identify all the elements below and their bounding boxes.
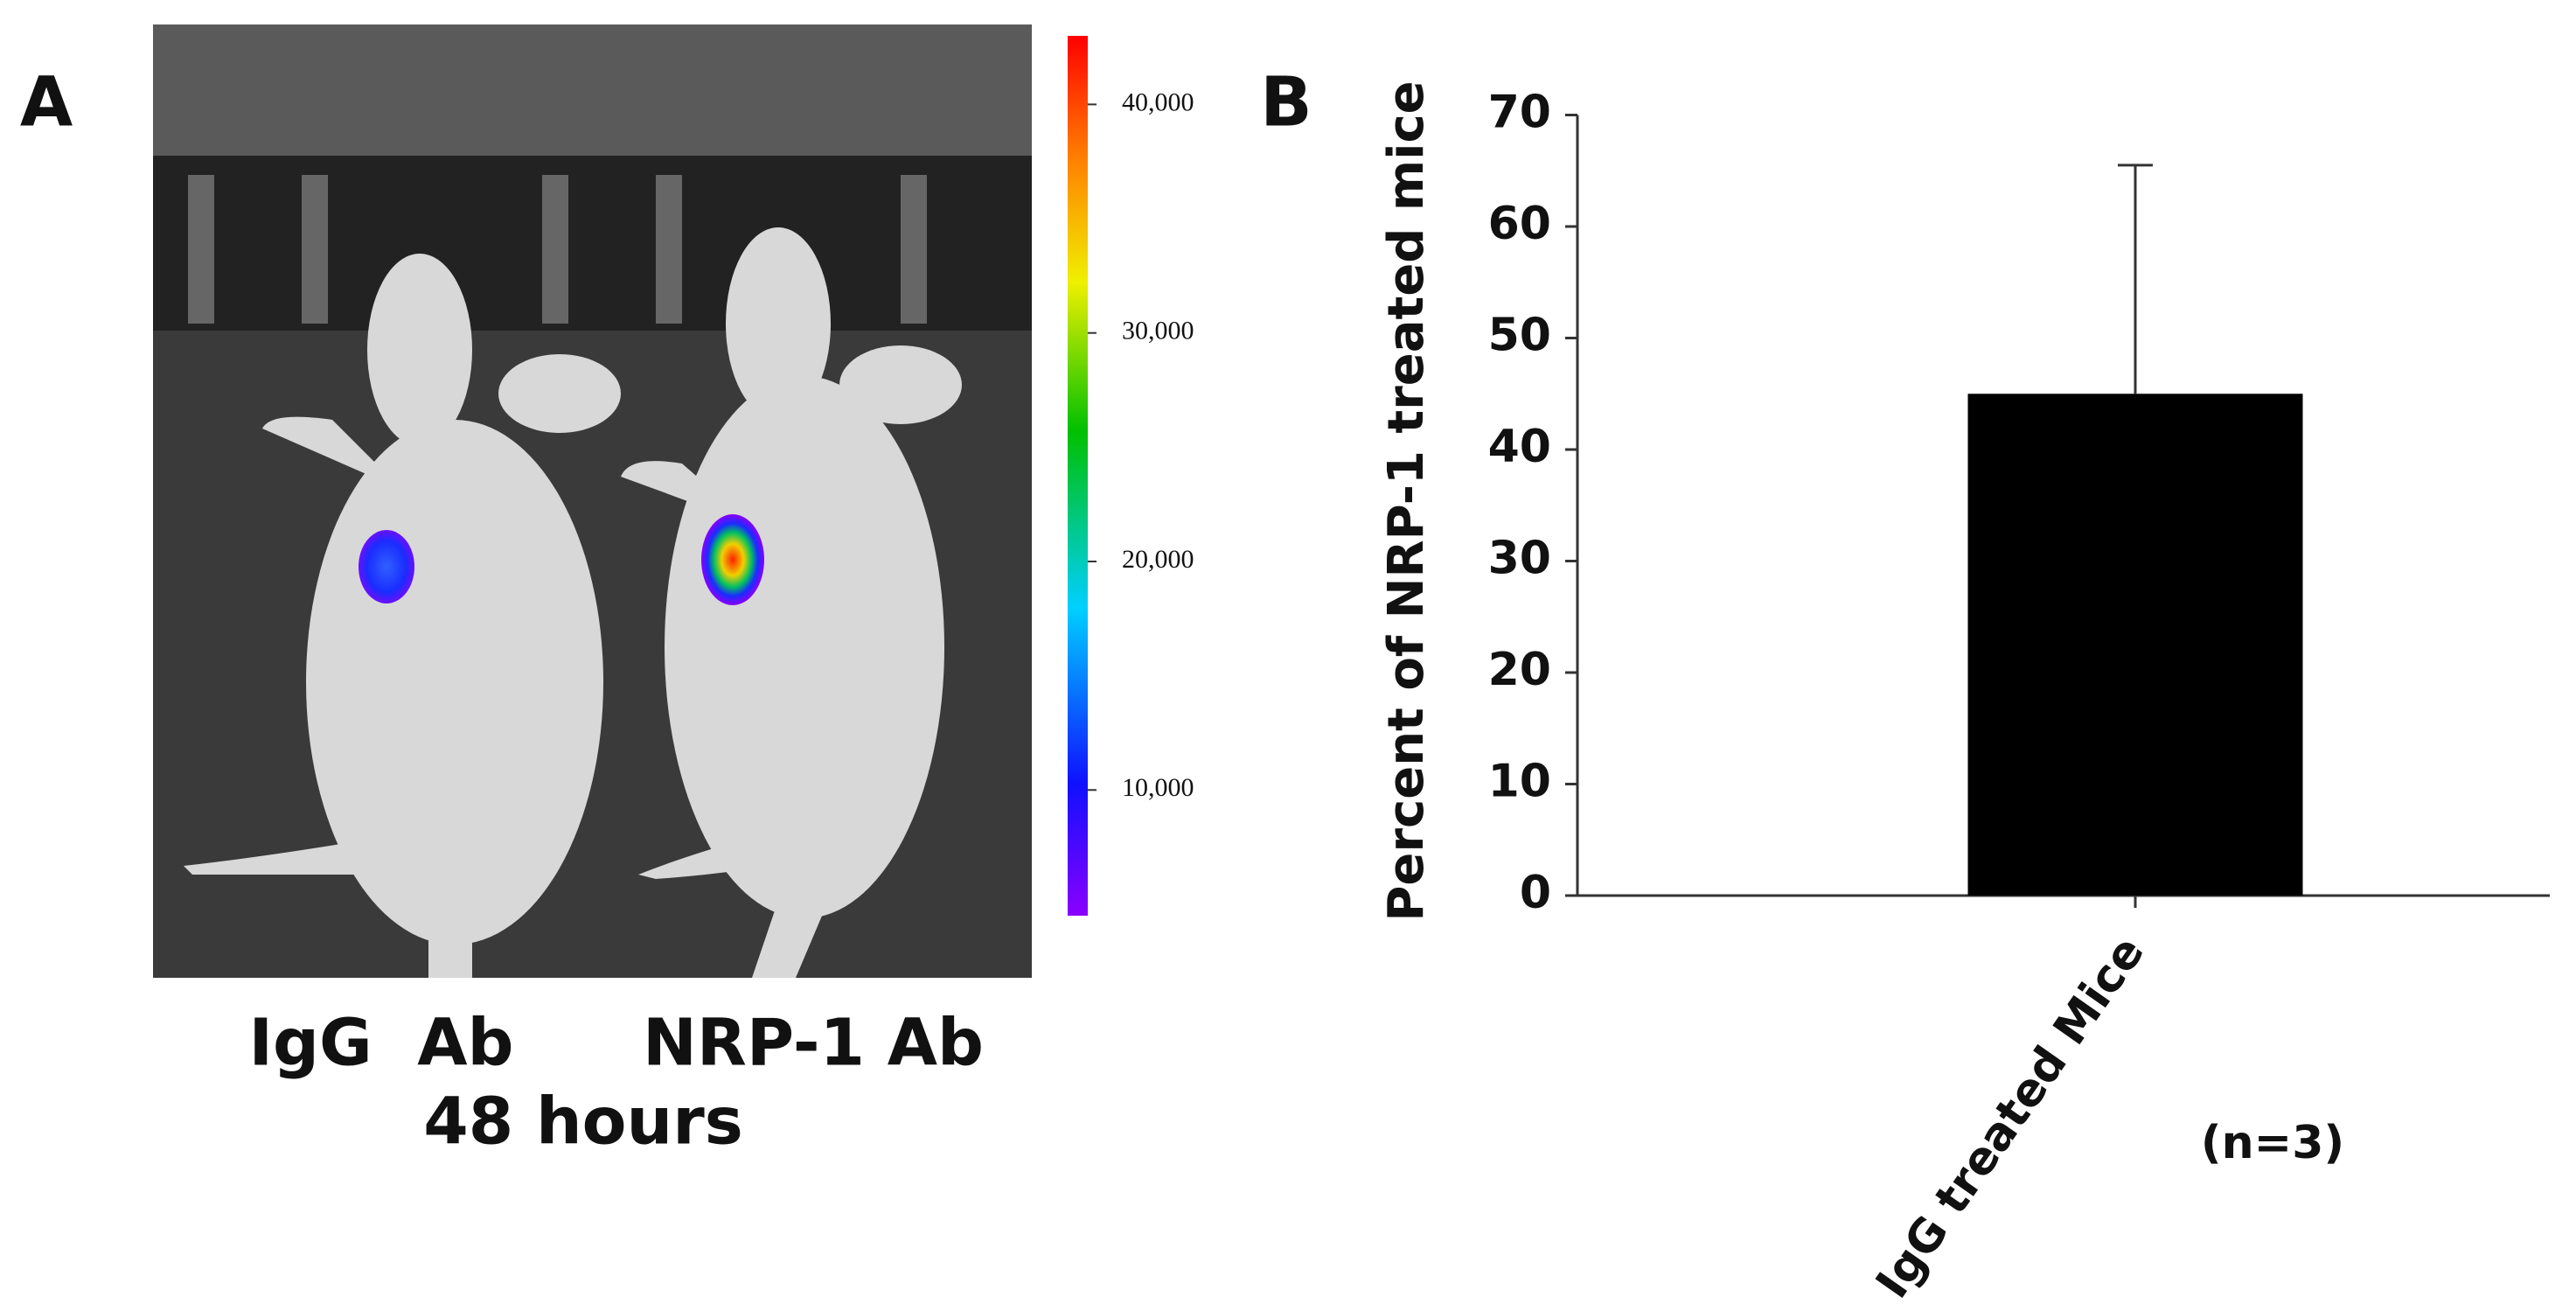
group-label: IgG Ab xyxy=(248,1006,513,1081)
y-tick-label: 0 xyxy=(1520,867,1551,919)
y-tick-label: 30 xyxy=(1488,533,1551,585)
colorbar-tick-label: 40,000 xyxy=(1122,87,1194,116)
photo xyxy=(153,24,1032,978)
colorbar-tick-label: 20,000 xyxy=(1122,545,1194,574)
y-axis-label: Percent of NRP-1 treated mice xyxy=(1378,80,1435,921)
y-tick-label: 40 xyxy=(1488,421,1551,473)
time-label: 48 hours xyxy=(423,1084,742,1160)
y-tick-label: 50 xyxy=(1488,310,1551,362)
y-tick-label: 20 xyxy=(1488,644,1551,696)
x-tick-label: IgG treated Mice xyxy=(1866,927,2155,1308)
bar xyxy=(1967,394,2303,896)
annotation: (n=3) xyxy=(2201,1117,2344,1169)
panel-label: B xyxy=(1260,63,1312,142)
y-tick-label: 70 xyxy=(1488,87,1551,139)
colorbar-tick-label: 10,000 xyxy=(1122,773,1194,802)
colorbar-tick-label: 30,000 xyxy=(1122,317,1194,345)
colorbar xyxy=(1068,36,1088,916)
group-label: NRP-1 Ab xyxy=(643,1006,984,1081)
panel-label: A xyxy=(20,63,73,142)
y-tick-label: 60 xyxy=(1488,198,1551,250)
y-tick-label: 10 xyxy=(1488,756,1551,808)
